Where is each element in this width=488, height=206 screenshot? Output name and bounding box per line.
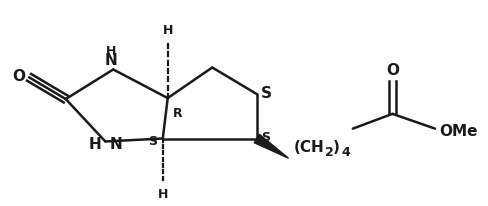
Text: ): ) xyxy=(332,139,339,154)
Text: S: S xyxy=(147,134,157,147)
Polygon shape xyxy=(254,135,288,158)
Text: H: H xyxy=(88,136,101,151)
Text: N: N xyxy=(105,53,118,68)
Text: 2: 2 xyxy=(325,145,333,158)
Text: H: H xyxy=(106,44,116,57)
Text: N: N xyxy=(109,136,122,151)
Text: 4: 4 xyxy=(340,145,349,158)
Text: S: S xyxy=(260,85,271,100)
Text: R: R xyxy=(172,107,182,119)
Text: O: O xyxy=(385,63,398,78)
Text: S: S xyxy=(260,130,269,143)
Text: (CH: (CH xyxy=(293,139,324,154)
Text: H: H xyxy=(157,187,167,200)
Text: O: O xyxy=(12,69,25,83)
Text: H: H xyxy=(162,24,173,37)
Text: OMe: OMe xyxy=(438,124,476,138)
